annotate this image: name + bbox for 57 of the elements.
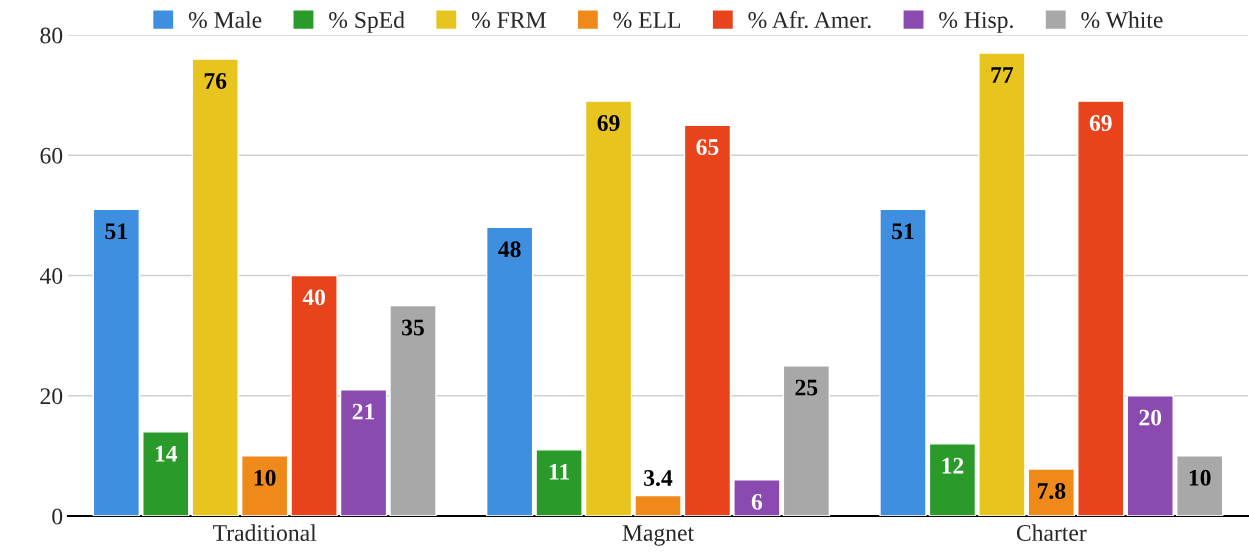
bar bbox=[1027, 468, 1076, 516]
bar bbox=[733, 479, 781, 516]
data-label: 10 bbox=[1189, 469, 1211, 486]
legend-label: % White bbox=[1081, 11, 1163, 29]
data-label: 77 bbox=[991, 67, 1014, 83]
legend-label: % Hisp. bbox=[939, 12, 1013, 33]
bar bbox=[978, 52, 1026, 516]
bar bbox=[389, 304, 437, 516]
bar bbox=[290, 274, 338, 516]
bar bbox=[339, 389, 388, 516]
data-label: 6 bbox=[751, 493, 763, 510]
data-label: 12 bbox=[942, 457, 964, 474]
bar bbox=[191, 58, 239, 516]
data-label: 10 bbox=[254, 469, 276, 486]
legend-label: % ELL bbox=[613, 12, 681, 29]
y-tick-label: 0 bbox=[52, 508, 63, 525]
bar bbox=[485, 226, 534, 516]
data-label: 69 bbox=[597, 115, 620, 131]
data-label: 3.4 bbox=[644, 470, 673, 487]
data-label: 69 bbox=[1089, 115, 1112, 131]
legend-label: % Male bbox=[188, 11, 262, 29]
x-tick-label: Charter bbox=[1016, 524, 1087, 541]
bar bbox=[879, 208, 927, 516]
x-tick-label: Magnet bbox=[622, 525, 694, 546]
bar bbox=[584, 100, 633, 516]
data-label: 14 bbox=[155, 445, 178, 462]
bar bbox=[240, 455, 289, 516]
data-label: 11 bbox=[549, 463, 570, 480]
data-label: 21 bbox=[352, 403, 375, 420]
bar bbox=[142, 431, 190, 516]
legend-label: % Afr. Amer. bbox=[748, 11, 871, 29]
bar bbox=[92, 208, 141, 516]
data-label: 7.8 bbox=[1037, 483, 1066, 500]
y-tick-label: 60 bbox=[40, 147, 63, 164]
y-tick-label: 40 bbox=[39, 267, 63, 284]
legend-label: % SpEd bbox=[329, 11, 405, 33]
data-label: 20 bbox=[1139, 409, 1162, 426]
data-label: 48 bbox=[498, 241, 521, 258]
bar bbox=[683, 124, 732, 516]
x-tick-label: Traditional bbox=[213, 524, 317, 541]
bar bbox=[928, 443, 977, 516]
bar bbox=[535, 449, 583, 516]
bar bbox=[1175, 455, 1224, 516]
data-label: 40 bbox=[302, 289, 326, 306]
data-label: 65 bbox=[696, 139, 719, 156]
bar bbox=[782, 364, 831, 516]
legend-label: % FRM bbox=[471, 12, 546, 29]
bar bbox=[634, 494, 682, 516]
bar bbox=[1126, 395, 1174, 516]
data-label: 25 bbox=[795, 379, 818, 396]
data-label: 35 bbox=[402, 319, 424, 336]
data-label: 51 bbox=[105, 223, 127, 240]
y-tick-label: 80 bbox=[40, 27, 63, 44]
data-label: 51 bbox=[892, 223, 914, 240]
y-tick-label: 20 bbox=[40, 388, 63, 405]
data-label: 76 bbox=[204, 73, 227, 89]
bar bbox=[1077, 100, 1125, 516]
